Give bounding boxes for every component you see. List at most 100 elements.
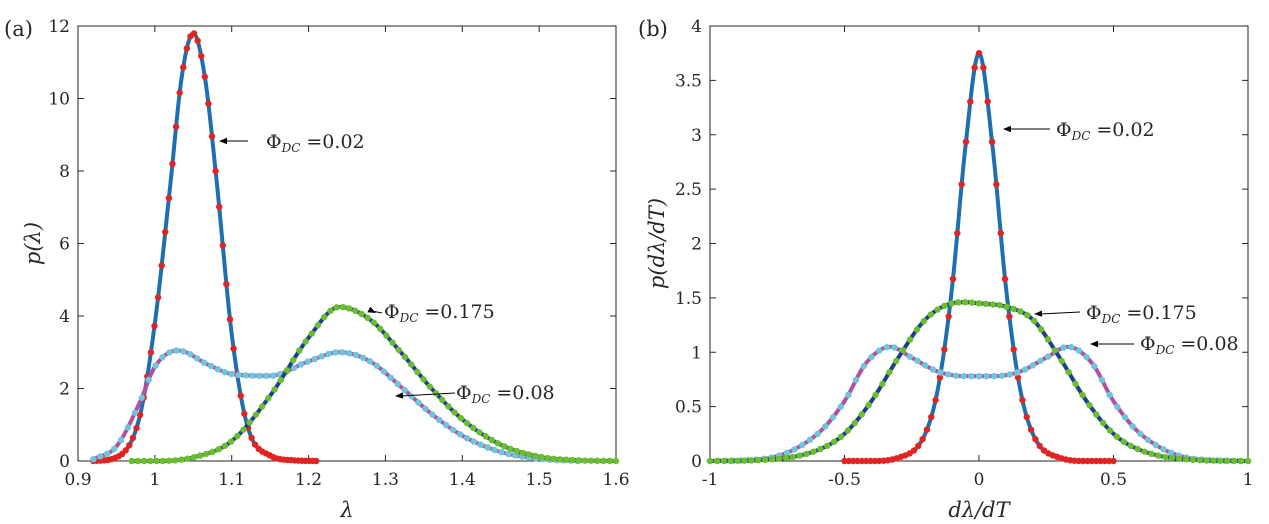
data-point-phi-0.175	[727, 457, 734, 465]
data-point-phi-0.175	[575, 457, 582, 464]
data-point-phi-0.02	[997, 229, 1004, 237]
data-point-phi-0.08	[429, 411, 436, 418]
data-point-phi-0.08	[806, 436, 814, 444]
data-point-phi-0.08	[214, 366, 222, 373]
data-point-phi-0.175	[513, 447, 520, 455]
data-point-phi-0.02	[136, 411, 144, 419]
data-point-phi-0.08	[339, 349, 346, 356]
data-point-phi-0.175	[968, 299, 976, 306]
data-point-phi-0.175	[581, 457, 589, 464]
y-tick-label: 1.5	[675, 289, 702, 309]
data-point-phi-0.08	[173, 347, 180, 354]
data-point-phi-0.175	[519, 449, 527, 457]
data-point-phi-0.08	[442, 421, 450, 429]
x-tick-label: 1.5	[526, 470, 553, 490]
series-line-phi-0.02	[843, 51, 1115, 463]
x-tick-label: 0.5	[1100, 470, 1127, 490]
data-point-phi-0.175	[1099, 419, 1107, 427]
y-axis-label: p(λ)	[21, 222, 45, 265]
data-point-phi-0.02	[975, 49, 983, 57]
data-point-phi-0.02	[158, 262, 165, 269]
data-point-phi-0.08	[968, 372, 975, 380]
data-point-phi-0.08	[200, 359, 208, 366]
data-point-phi-0.02	[237, 392, 244, 399]
data-point-phi-0.175	[1113, 433, 1121, 440]
data-point-phi-0.175	[488, 436, 496, 444]
data-point-phi-0.175	[141, 457, 148, 465]
data-point-phi-0.08	[477, 441, 484, 448]
y-tick-label: 3	[691, 126, 702, 146]
data-point-phi-0.175	[283, 366, 291, 374]
data-point-phi-0.08	[1014, 369, 1021, 376]
data-point-phi-0.08	[860, 363, 867, 370]
data-point-phi-0.175	[899, 347, 907, 354]
data-point-phi-0.08	[875, 347, 883, 354]
data-point-phi-0.175	[364, 314, 371, 322]
data-point-phi-0.175	[1024, 311, 1031, 319]
x-tick-label: -0.5	[828, 470, 861, 490]
data-point-phi-0.02	[915, 442, 922, 450]
data-point-phi-0.175	[128, 457, 135, 465]
data-point-phi-0.175	[817, 445, 824, 453]
data-point-phi-0.02	[219, 242, 226, 249]
data-point-phi-0.08	[505, 450, 512, 458]
data-point-phi-0.175	[327, 307, 334, 315]
data-point-phi-0.02	[147, 349, 155, 356]
data-point-phi-0.175	[920, 317, 928, 325]
data-point-phi-0.175	[1210, 457, 1217, 464]
data-point-phi-0.08	[952, 372, 960, 379]
data-point-phi-0.08	[1091, 363, 1098, 370]
x-tick-label: 1.4	[449, 470, 476, 490]
data-point-phi-0.08	[228, 370, 235, 378]
panel-a: 0.9 1 1.1 1.2 1.3 1.4 1.5 1.6 0 2 4 6 8 10 12 λ p(λ) (a) Φ…	[4, 17, 630, 522]
data-point-phi-0.08	[256, 372, 263, 379]
data-point-phi-0.175	[308, 330, 316, 337]
data-point-phi-0.08	[436, 416, 443, 424]
data-point-phi-0.02	[129, 434, 137, 442]
data-point-phi-0.08	[110, 445, 118, 453]
data-point-phi-0.175	[734, 457, 741, 464]
data-point-phi-0.02	[941, 346, 948, 353]
data-point-phi-0.175	[134, 457, 142, 465]
data-point-phi-0.02	[180, 64, 187, 71]
data-point-phi-0.175	[290, 356, 297, 364]
data-point-phi-0.175	[159, 457, 167, 465]
data-point-phi-0.175	[1093, 411, 1100, 418]
data-point-phi-0.08	[387, 374, 395, 381]
data-point-phi-0.02	[165, 194, 173, 202]
data-point-phi-0.175	[886, 368, 893, 376]
data-point-phi-0.175	[1168, 454, 1176, 462]
data-point-phi-0.08	[1152, 441, 1159, 449]
data-point-phi-0.02	[923, 426, 931, 433]
data-point-phi-0.175	[569, 456, 576, 464]
data-point-phi-0.08	[159, 354, 166, 361]
data-point-phi-0.08	[124, 424, 132, 431]
data-point-phi-0.02	[133, 424, 140, 432]
data-point-phi-0.02	[313, 457, 320, 465]
data-point-phi-0.08	[1083, 353, 1090, 361]
data-point-phi-0.175	[941, 302, 948, 310]
data-point-phi-0.175	[525, 451, 533, 458]
data-point-phi-0.175	[1030, 317, 1038, 325]
data-point-phi-0.175	[1237, 457, 1245, 465]
data-point-phi-0.08	[1068, 344, 1075, 351]
y-tick-label: 2	[691, 235, 702, 255]
data-point-phi-0.175	[600, 457, 607, 465]
data-point-phi-0.175	[955, 299, 962, 306]
data-point-phi-0.08	[498, 448, 505, 456]
data-point-phi-0.175	[982, 300, 990, 307]
data-point-phi-0.175	[761, 456, 769, 464]
data-point-phi-0.175	[451, 409, 458, 416]
data-point-phi-0.175	[1058, 357, 1065, 365]
data-point-phi-0.08	[991, 372, 998, 380]
data-point-phi-0.175	[258, 403, 266, 410]
annotation-label: ΦDC =0.02	[1056, 119, 1155, 143]
y-tick-label: 4	[59, 307, 70, 327]
annotation-label: ΦDC =0.08	[1140, 333, 1239, 357]
data-point-phi-0.02	[151, 322, 158, 330]
data-point-phi-0.175	[470, 424, 477, 432]
data-point-phi-0.02	[1027, 426, 1035, 433]
data-point-phi-0.08	[193, 355, 201, 362]
data-point-phi-0.08	[456, 431, 464, 438]
data-point-phi-0.08	[235, 371, 242, 379]
